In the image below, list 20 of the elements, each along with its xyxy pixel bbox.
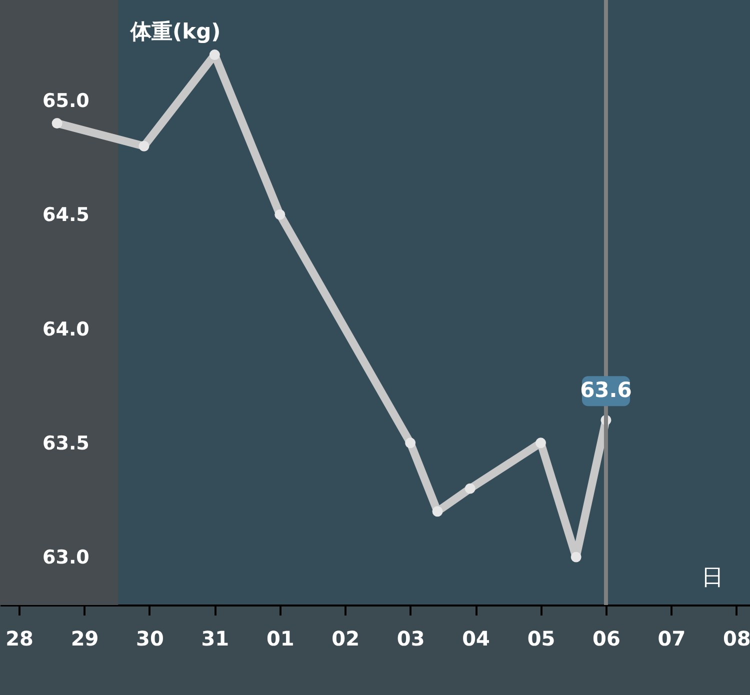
x-tick-label: 29 <box>70 626 99 650</box>
y-axis-title: 体重(kg) <box>130 20 221 44</box>
y-tick-label: 63.0 <box>42 546 90 569</box>
x-tick-label: 01 <box>266 626 294 650</box>
x-tick-label: 04 <box>462 626 490 650</box>
x-tick-label: 02 <box>332 626 360 650</box>
y-tick-label: 63.5 <box>42 432 90 454</box>
y-tick-label: 64.0 <box>42 318 90 340</box>
x-tick-label: 07 <box>658 626 686 650</box>
x-tick-label: 30 <box>136 626 164 650</box>
x-tick-label: 08 <box>722 626 750 650</box>
x-tick-label: 28 <box>6 626 34 650</box>
x-tick-label: 06 <box>592 626 620 650</box>
y-tick-label: 64.5 <box>42 204 90 226</box>
x-tick-label: 03 <box>396 626 425 650</box>
annotation: 63.6 <box>580 378 632 402</box>
x-tick-label: 31 <box>201 626 230 650</box>
x-axis-title: 日 <box>702 566 724 590</box>
y-tick-label: 65.0 <box>42 90 90 112</box>
x-tick-label: 05 <box>527 626 556 650</box>
